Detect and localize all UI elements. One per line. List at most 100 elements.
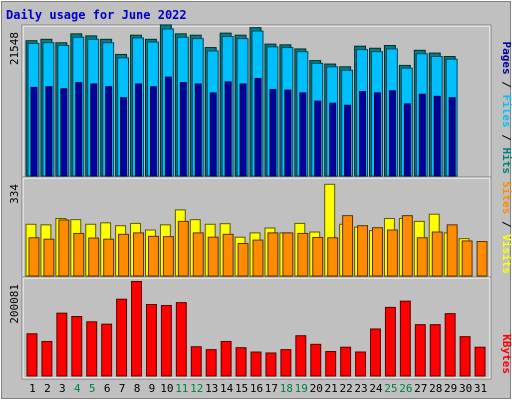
bar-sites — [28, 237, 40, 277]
bar-sites — [58, 219, 70, 277]
bar-sites — [192, 232, 204, 277]
legend-separator: / — [500, 75, 512, 95]
bar-pages — [105, 86, 113, 177]
day-label: 28 — [429, 382, 442, 395]
day-label: 10 — [160, 382, 173, 395]
day-label: 24 — [369, 382, 383, 395]
bar-kbytes — [280, 349, 292, 377]
bar-kbytes — [474, 346, 486, 377]
bar-sites — [327, 237, 339, 277]
legend-files: Files — [500, 95, 512, 128]
day-label: 4 — [74, 382, 81, 395]
day-label: 9 — [149, 382, 156, 395]
bar-kbytes — [175, 302, 187, 377]
legend-sites: Sites — [500, 181, 512, 214]
day-label: 8 — [134, 382, 141, 395]
day-label: 11 — [175, 382, 188, 395]
day-label: 27 — [414, 382, 427, 395]
bar-sites — [177, 220, 189, 277]
bar-pages — [60, 88, 68, 177]
day-label: 25 — [384, 382, 397, 395]
legend-kbytes: KBytes — [500, 334, 512, 374]
bar-pages — [254, 77, 262, 177]
bar-sites — [386, 229, 398, 277]
legend-pages: Pages — [500, 42, 512, 75]
day-label: 21 — [325, 382, 338, 395]
bar-pages — [45, 86, 53, 177]
bar-pages — [224, 81, 232, 177]
bar-pages — [75, 82, 83, 177]
bar-kbytes — [235, 347, 247, 377]
bar-sites — [133, 232, 144, 277]
panel-bars — [25, 183, 488, 277]
bar-kbytes — [220, 340, 232, 377]
panel-bars — [26, 280, 486, 377]
day-label: 13 — [205, 382, 218, 395]
bar-sites — [147, 235, 159, 277]
day-label: 6 — [104, 382, 111, 395]
bar-sites — [282, 232, 294, 277]
bar-pages — [359, 91, 367, 177]
bar-sites — [73, 232, 85, 277]
panel-scale-label: 334 — [8, 184, 21, 204]
legend-visits: Visits — [500, 234, 512, 274]
day-label: 16 — [250, 382, 263, 395]
bar-kbytes — [370, 328, 381, 377]
bar-pages — [284, 89, 292, 177]
bar-kbytes — [340, 346, 352, 377]
bar-pages — [149, 86, 157, 177]
panel-legend: Pages / Files / Hits — [500, 42, 512, 175]
panel-scale-label: 21548 — [8, 32, 21, 65]
bar-kbytes — [384, 306, 396, 377]
panel-visits-sites: 334 Sites / Visits — [8, 176, 512, 280]
bar-sites — [162, 236, 174, 277]
bar-kbytes — [295, 335, 307, 377]
day-label: 17 — [265, 382, 278, 395]
bar-pages — [418, 93, 426, 177]
bar-pages — [374, 92, 381, 177]
bar-sites — [222, 233, 234, 277]
bar-kbytes — [250, 351, 262, 377]
day-label: 1 — [29, 382, 36, 395]
bar-sites — [88, 237, 100, 277]
panel-legend: KBytes — [500, 334, 512, 374]
day-label: 2 — [44, 382, 51, 395]
bar-pages — [30, 86, 38, 177]
day-label: 30 — [459, 382, 472, 395]
panel-kbytes: 200081 KBytes — [8, 276, 512, 380]
panel-bars — [25, 24, 458, 177]
bar-pages — [448, 97, 456, 177]
bar-pages — [179, 82, 187, 177]
bar-sites — [267, 232, 279, 277]
bar-sites — [252, 239, 264, 277]
bar-pages — [344, 104, 352, 177]
bar-kbytes — [205, 349, 217, 377]
bar-sites — [431, 231, 443, 277]
panel-frame-outer — [21, 276, 492, 380]
bar-kbytes — [71, 316, 83, 377]
bar-kbytes — [116, 298, 128, 377]
legend-separator: / — [500, 214, 512, 234]
bar-kbytes — [429, 324, 441, 377]
bar-sites — [312, 236, 324, 277]
bar-sites — [237, 243, 249, 277]
bar-pages — [433, 95, 441, 177]
bar-kbytes — [145, 304, 157, 377]
bar-pages — [403, 103, 411, 177]
bar-sites — [446, 224, 458, 277]
bar-pages — [209, 92, 217, 177]
bar-kbytes — [41, 340, 53, 377]
bar-pages — [299, 92, 307, 177]
day-label: 7 — [119, 382, 126, 395]
day-label: 3 — [59, 382, 66, 395]
bar-kbytes — [310, 343, 322, 377]
bar-kbytes — [56, 312, 68, 377]
bar-pages — [135, 83, 142, 177]
day-label: 5 — [89, 382, 96, 395]
day-label: 20 — [310, 382, 323, 395]
panel-scale-label: 200081 — [8, 284, 21, 324]
bar-kbytes — [160, 304, 172, 377]
panel-legend: Sites / Visits — [500, 181, 512, 274]
bar-kbytes — [325, 351, 337, 377]
